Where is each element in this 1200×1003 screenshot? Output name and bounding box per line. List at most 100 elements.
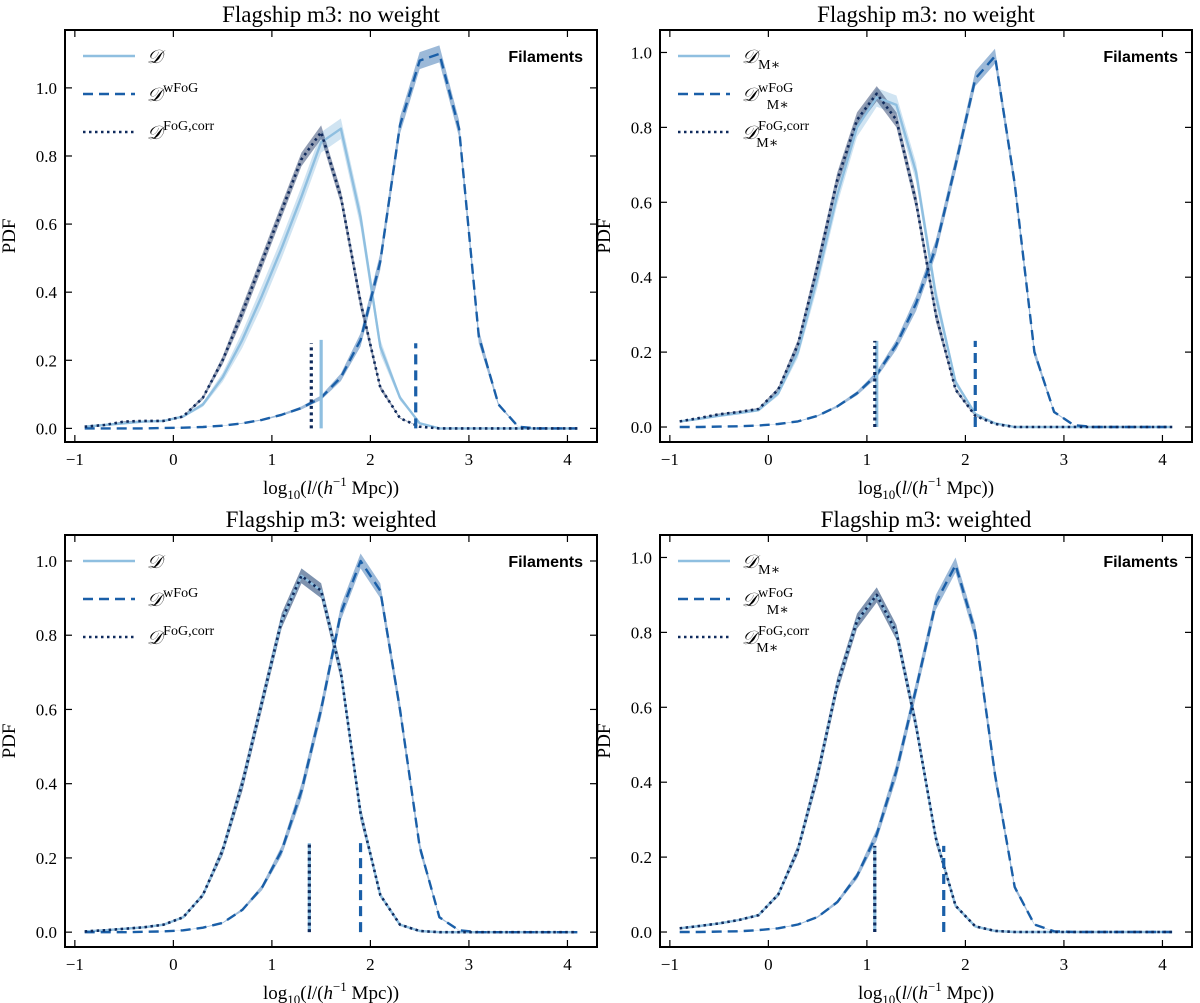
panel-4: Flagship m3: weighted −1 0 1 2 3 4 0.0 0.2 0.4 0.6… [594,507,1193,1003]
legend: 𝒟M∗ 𝒟wFoG M∗ 𝒟FoG,corr M∗ [678,47,809,151]
legend-label-2: 𝒟wFoG M∗ [742,586,793,618]
plot-area [84,553,578,934]
x-axis-label: log10(l/(h−1 Mpc)) [263,979,399,1003]
y-tick-label: 0.8 [36,147,57,166]
y-tick-label: 0.6 [631,698,652,717]
y-tick-label: 1.0 [36,79,57,98]
filaments-annotation: Filaments [1103,49,1178,66]
y-tick-label: 1.0 [631,43,652,62]
y-tick-label: 0.8 [631,118,652,137]
x-axis-label: log10(l/(h−1 Mpc)) [263,474,399,502]
x-tick-label: 0 [764,450,773,469]
x-tick-label: 4 [1158,450,1167,469]
x-tick-label: −1 [66,450,84,469]
y-tick-label: 0.0 [36,419,57,438]
series-band-1 [84,568,578,933]
x-axis-label: log10(l/(h−1 Mpc)) [858,474,994,502]
x-tick-label: 4 [563,955,572,974]
x-tick-label: 4 [563,450,572,469]
series-line-3 [679,92,1173,429]
x-tick-label: 0 [169,955,178,974]
x-tick-label: 3 [1060,450,1069,469]
y-tick-label: 1.0 [631,548,652,567]
axes-frame [659,534,1193,948]
plot-area [679,557,1173,934]
legend: 𝒟M∗ 𝒟wFoG M∗ 𝒟FoG,corr M∗ [678,552,809,656]
panel-title: Flagship m3: no weight [222,2,440,27]
y-tick-label: 0.4 [631,268,653,287]
axes-frame [659,29,1193,443]
y-tick-label: 0.6 [36,215,57,234]
x-tick-label: 0 [169,450,178,469]
series-line-2 [679,55,1173,429]
y-tick-label: 0.8 [36,626,57,645]
legend-label-2: 𝒟wFoG [147,586,198,611]
x-axis-label: log10(l/(h−1 Mpc)) [858,979,994,1003]
y-tick-label: 0.8 [631,623,652,642]
series-band-2 [679,557,1173,933]
panel-2: Flagship m3: no weight −1 0 1 2 3 4 0.0 0.2 0.4 0.… [594,2,1193,502]
series-line-3 [84,130,578,430]
series-line-2 [84,52,578,430]
x-tick-label: 3 [465,450,474,469]
series-band-3 [84,125,578,429]
filaments-annotation: Filaments [508,554,583,571]
series-band-3 [84,568,578,933]
y-tick-label: 0.0 [36,923,57,942]
y-axis-label: PDF [0,219,20,254]
y-tick-label: 0.2 [36,849,57,868]
series-line-1 [679,96,1173,429]
x-tick-label: −1 [661,955,679,974]
legend-label-1: 𝒟M∗ [742,47,780,73]
axes-frame [64,534,598,948]
y-axis-label: PDF [594,219,615,254]
panel-1: Flagship m3: no weight −1 0 1 2 3 4 0.0 0.2 0.4 0.… [0,2,598,502]
x-tick-label: 2 [366,450,375,469]
legend-label-1: 𝒟M∗ [742,552,780,578]
axes-frame [64,29,598,443]
series-line-3 [679,593,1173,934]
legend-label-1: 𝒟 [147,47,166,68]
x-tick-label: 0 [764,955,773,974]
x-tick-label: −1 [661,450,679,469]
panel-title: Flagship m3: weighted [226,507,437,532]
series-line-3 [84,574,578,934]
plot-area [679,48,1173,429]
y-tick-label: 0.2 [631,848,652,867]
y-axis-label: PDF [0,724,20,759]
x-tick-label: 2 [366,955,375,974]
legend-label-3: 𝒟FoG,corr [147,624,214,649]
series-line-2 [679,563,1173,934]
x-tick-label: 1 [863,955,872,974]
series-line-2 [84,559,578,934]
legend-label-1: 𝒟 [147,552,166,573]
legend: 𝒟 𝒟wFoG 𝒟FoG,corr [83,47,214,144]
filaments-annotation: Filaments [508,49,583,66]
series-line-1 [84,127,578,430]
y-tick-label: 0.6 [631,193,652,212]
y-axis-label: PDF [594,724,615,759]
legend-label-2: 𝒟wFoG M∗ [742,81,793,113]
x-tick-label: −1 [66,955,84,974]
legend-label-3: 𝒟FoG,corr M∗ [742,119,809,151]
x-tick-label: 1 [268,450,277,469]
x-tick-label: 3 [1060,955,1069,974]
y-tick-label: 0.4 [631,773,653,792]
x-tick-label: 3 [465,955,474,974]
x-tick-label: 1 [268,955,277,974]
x-tick-label: 1 [863,450,872,469]
filaments-annotation: Filaments [1103,554,1178,571]
y-tick-label: 1.0 [36,552,57,571]
y-tick-label: 0.2 [36,351,57,370]
y-tick-label: 0.0 [631,923,652,942]
y-tick-label: 0.4 [36,775,58,794]
panel-title: Flagship m3: weighted [821,507,1032,532]
legend-label-2: 𝒟wFoG [147,81,198,106]
plot-area [84,45,578,430]
y-tick-label: 0.4 [36,283,58,302]
legend-label-3: 𝒟FoG,corr [147,119,214,144]
legend: 𝒟 𝒟wFoG 𝒟FoG,corr [83,552,214,649]
x-tick-label: 2 [961,955,970,974]
x-tick-label: 2 [961,450,970,469]
